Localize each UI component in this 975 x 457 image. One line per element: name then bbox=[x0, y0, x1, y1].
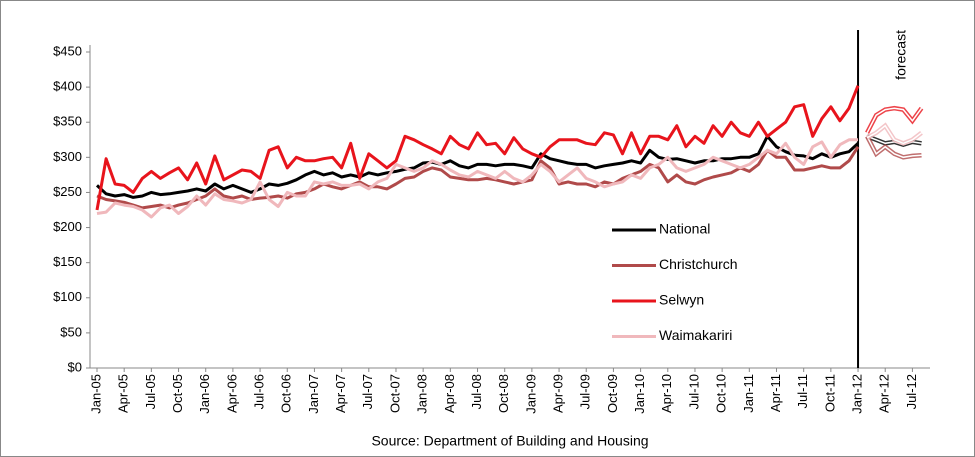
x-tick-label: Jan-11 bbox=[741, 374, 756, 413]
x-tick-label: Jul-08 bbox=[469, 374, 484, 409]
y-tick-label: $200 bbox=[53, 219, 82, 234]
series-line bbox=[95, 85, 860, 211]
forecast-label: forecast bbox=[893, 30, 909, 80]
x-tick-label: Apr-09 bbox=[550, 374, 565, 413]
x-tick-label: Jul-11 bbox=[795, 374, 810, 408]
x-tick-label: Oct-10 bbox=[714, 374, 729, 413]
x-tick-label: Oct-07 bbox=[387, 374, 402, 413]
y-tick-label: $350 bbox=[53, 114, 82, 129]
legend-label: Waimakariri bbox=[659, 327, 732, 343]
x-tick-label: Jul-06 bbox=[252, 374, 267, 409]
x-tick-label: Apr-07 bbox=[333, 374, 348, 413]
legend-label: Christchurch bbox=[659, 256, 738, 272]
y-tick-label: $0 bbox=[68, 359, 82, 374]
legend-label: Selwyn bbox=[659, 292, 704, 308]
x-tick-label: Oct-09 bbox=[605, 374, 620, 413]
x-tick-label: Oct-05 bbox=[170, 374, 185, 413]
legend-label: National bbox=[659, 221, 710, 237]
series-line bbox=[95, 134, 860, 199]
x-tick-label: Apr-11 bbox=[768, 374, 783, 412]
y-tick-label: $300 bbox=[53, 149, 82, 164]
y-tick-label: $100 bbox=[53, 289, 82, 304]
y-tick-label: $400 bbox=[53, 79, 82, 94]
series-line bbox=[96, 138, 858, 219]
forecast-line bbox=[866, 107, 923, 134]
x-tick-label: Jul-12 bbox=[904, 374, 919, 409]
x-tick-label: Apr-06 bbox=[224, 374, 239, 413]
x-tick-label: Jan-08 bbox=[415, 374, 430, 414]
y-tick-label: $150 bbox=[53, 254, 82, 269]
x-tick-label: Jul-05 bbox=[143, 374, 158, 409]
y-tick-label: $450 bbox=[53, 43, 82, 58]
forecast-line bbox=[866, 124, 922, 145]
x-tick-label: Jul-07 bbox=[360, 374, 375, 409]
x-tick-label: Oct-08 bbox=[496, 374, 511, 413]
x-tick-label: Jan-09 bbox=[523, 374, 538, 414]
x-tick-label: Apr-08 bbox=[442, 374, 457, 413]
y-tick-label: $50 bbox=[60, 324, 82, 339]
x-tick-label: Jul-09 bbox=[578, 374, 593, 409]
x-tick-label: Jan-12 bbox=[849, 374, 864, 414]
x-tick-label: Oct-11 bbox=[822, 374, 837, 412]
y-tick-label: $250 bbox=[53, 184, 82, 199]
source: Source: Department of Building and Housi… bbox=[371, 433, 648, 449]
x-tick-label: Jan-05 bbox=[88, 374, 103, 414]
x-tick-label: Apr-10 bbox=[659, 374, 674, 413]
x-tick-label: Apr-12 bbox=[877, 374, 892, 413]
x-tick-label: Jan-10 bbox=[632, 374, 647, 414]
x-tick-label: Jan-07 bbox=[306, 374, 321, 414]
x-tick-label: Apr-05 bbox=[116, 374, 131, 413]
x-tick-label: Jan-06 bbox=[197, 374, 212, 414]
x-tick-label: Jul-10 bbox=[686, 374, 701, 409]
series-line bbox=[96, 145, 860, 210]
x-tick-label: Oct-06 bbox=[279, 374, 294, 413]
forecast-line bbox=[866, 135, 922, 159]
